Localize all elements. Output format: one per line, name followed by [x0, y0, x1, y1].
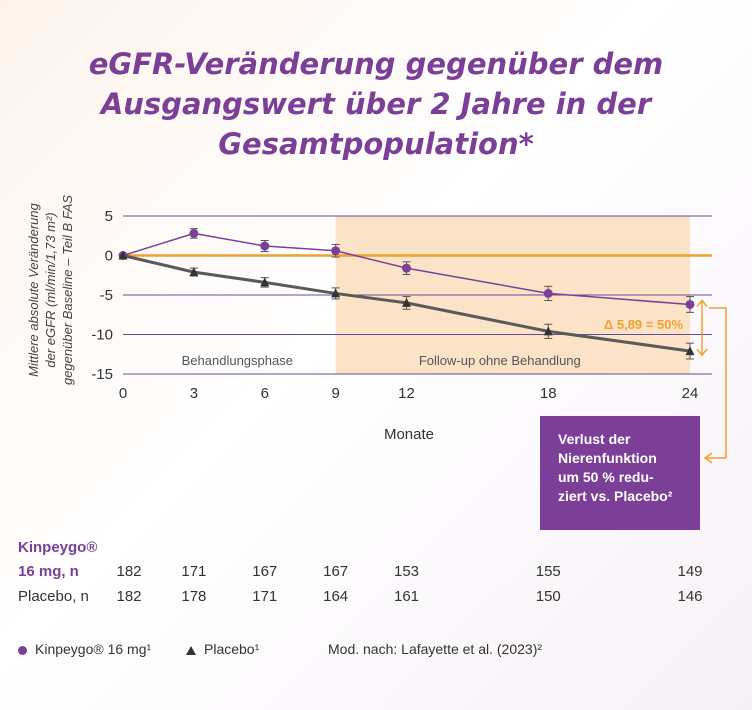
x-tick-label: 12 — [398, 385, 415, 402]
delta-annotation: Δ 5,89 = 50% — [604, 317, 684, 332]
placebo-n-value: 171 — [252, 588, 278, 605]
data-point-placebo — [189, 267, 199, 277]
kinpeygo-n-label-2: 16 mg, n — [18, 563, 79, 580]
data-point-placebo — [260, 277, 270, 287]
x-tick-label: 24 — [682, 385, 699, 402]
data-point-kinpeygo — [260, 241, 270, 251]
region-label-treatment: Behandlungsphase — [182, 353, 293, 368]
callout-line-1: Verlust der — [558, 431, 631, 447]
callout-arrow — [703, 452, 713, 464]
x-tick-label: 18 — [540, 385, 557, 402]
kinpeygo-n-value: 167 — [252, 563, 278, 580]
delta-arrow-down — [696, 348, 708, 357]
data-point-kinpeygo — [331, 246, 341, 256]
data-point-kinpeygo — [189, 228, 199, 238]
kinpeygo-n-value: 149 — [677, 563, 703, 580]
y-tick-label: 0 — [105, 248, 113, 265]
data-point-placebo — [543, 326, 553, 336]
placebo-n-value: 182 — [116, 588, 142, 605]
chart-title: eGFR-Veränderung gegenüber dem Ausgangsw… — [0, 44, 752, 164]
legend-kinpeygo: Kinpeygo® 16 mg¹ — [18, 641, 151, 657]
x-tick-label: 0 — [119, 385, 127, 402]
region-label-followup: Follow-up ohne Behandlung — [419, 353, 581, 368]
placebo-n-value: 178 — [181, 588, 207, 605]
y-axis-label-line: gegenüber Baseline – Teil B FAS — [60, 195, 75, 385]
kinpeygo-n-value: 171 — [181, 563, 207, 580]
delta-arrow-up — [696, 299, 708, 307]
y-axis-label-line: der eGFR (ml/min/1,73 m²) — [43, 212, 58, 367]
placebo-n-value: 161 — [393, 588, 420, 605]
data-point-placebo — [331, 288, 341, 298]
callout-connector — [706, 307, 727, 459]
triangle-marker-icon — [186, 645, 196, 655]
placebo-n-value: 146 — [677, 588, 703, 605]
kinpeygo-n-value: 182 — [116, 563, 142, 580]
x-tick-label: 6 — [261, 385, 269, 402]
legend-placebo: Placebo¹ — [186, 641, 259, 657]
callout-line-3: um 50 % redu- — [558, 469, 654, 485]
data-point-kinpeygo — [543, 288, 553, 298]
legend-placebo-label: Placebo¹ — [204, 641, 260, 657]
legend-kinpeygo-label: Kinpeygo® 16 mg¹ — [35, 641, 152, 657]
y-tick-label: 5 — [105, 208, 113, 225]
placebo-n-value: 164 — [323, 588, 349, 605]
data-point-placebo — [402, 297, 411, 307]
y-tick-label: -5 — [100, 287, 113, 304]
title-line-3: Gesamtpopulation* — [218, 127, 534, 161]
data-point-placebo — [685, 346, 695, 356]
data-point-kinpeygo — [402, 263, 411, 273]
circle-marker-icon — [18, 645, 27, 655]
callout-box: Verlust der Nierenfunktion um 50 % redu-… — [540, 416, 700, 530]
placebo-n-value: 150 — [535, 588, 561, 605]
kinpeygo-n-value: 153 — [393, 563, 420, 580]
data-point-kinpeygo — [685, 299, 695, 309]
data-point-placebo — [118, 250, 128, 260]
y-axis-label-line: Mittlere absolute Veränderung — [26, 202, 41, 376]
kinpeygo-n-value: 167 — [323, 563, 349, 580]
callout-line-2: Nierenfunktion — [558, 450, 657, 466]
placebo-n-label: Placebo, n — [18, 588, 89, 605]
callout-line-4: ziert vs. Placebo² — [558, 488, 673, 504]
title-line-1: eGFR-Veränderung gegenüber dem — [88, 47, 664, 81]
kinpeygo-n-value: 155 — [535, 563, 561, 580]
y-axis-label: Mittlere absolute Veränderung der eGFR (m… — [26, 195, 75, 385]
source-note: Mod. nach: Lafayette et al. (2023)² — [328, 641, 543, 657]
x-tick-label: 9 — [331, 385, 339, 402]
x-axis-label: Monate — [384, 426, 434, 443]
title-line-2: Ausgangswert über 2 Jahre in der — [100, 87, 652, 121]
x-tick-label: 3 — [190, 385, 198, 402]
y-tick-label: -15 — [91, 366, 113, 383]
y-tick-label: -10 — [91, 327, 113, 344]
kinpeygo-n-label-1: Kinpeygo® — [18, 539, 98, 556]
